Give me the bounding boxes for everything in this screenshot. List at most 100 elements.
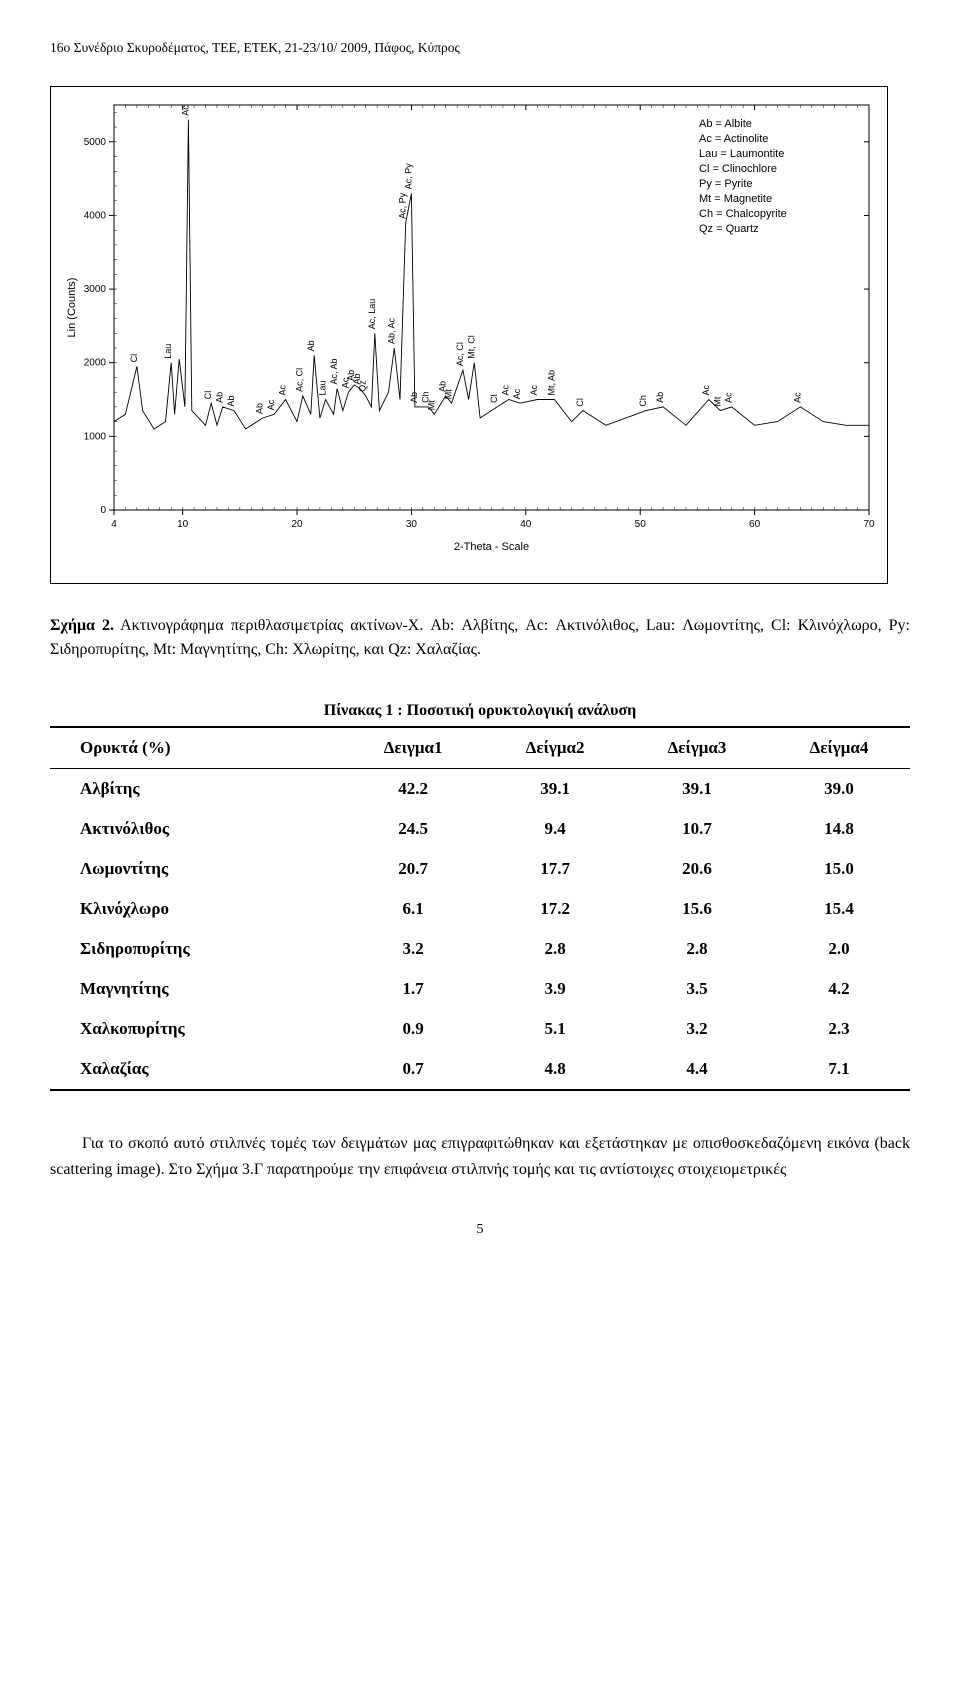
svg-text:Py = Pyrite: Py = Pyrite [699, 178, 753, 190]
svg-text:Cl: Cl [203, 391, 213, 400]
svg-text:4: 4 [111, 519, 117, 530]
svg-text:Ac, Cl: Ac, Cl [295, 368, 305, 392]
svg-text:Cl: Cl [129, 354, 139, 363]
table-cell: 3.5 [626, 969, 768, 1009]
table-cell: 2.3 [768, 1009, 910, 1049]
table-row: Χαλαζίας0.74.84.47.1 [50, 1049, 910, 1090]
table-cell: Λωμοντίτης [50, 849, 342, 889]
svg-text:Mt, Cl: Mt, Cl [466, 335, 476, 359]
svg-text:Ac: Ac [512, 388, 522, 399]
table-cell: 42.2 [342, 769, 484, 810]
svg-text:Ac, Cl: Ac, Cl [455, 342, 465, 366]
table-row: Αλβίτης42.239.139.139.0 [50, 769, 910, 810]
svg-text:Ab, Ac: Ab, Ac [386, 317, 396, 344]
table-row: Λωμοντίτης20.717.720.615.0 [50, 849, 910, 889]
svg-text:Ac: Ac [266, 399, 276, 410]
svg-text:Ac: Ac [792, 392, 802, 403]
svg-text:Ac, Py: Ac, Py [403, 163, 413, 190]
svg-text:Ab: Ab [655, 392, 665, 403]
table-cell: 24.5 [342, 809, 484, 849]
svg-text:50: 50 [635, 519, 647, 530]
table-cell: 15.6 [626, 889, 768, 929]
table-cell: 10.7 [626, 809, 768, 849]
svg-text:Lau: Lau [163, 344, 173, 359]
table-cell: 7.1 [768, 1049, 910, 1090]
table-cell: Χαλαζίας [50, 1049, 342, 1090]
svg-text:4000: 4000 [84, 210, 107, 221]
table-cell: Ακτινόλιθος [50, 809, 342, 849]
svg-text:Mt, Ab: Mt, Ab [546, 370, 556, 396]
svg-text:Ch = Chalcopyrite: Ch = Chalcopyrite [699, 208, 787, 220]
svg-text:Lau: Lau [318, 381, 328, 396]
table-cell: 3.2 [626, 1009, 768, 1049]
table-cell: Μαγνητίτης [50, 969, 342, 1009]
svg-text:Ac: Ac [278, 385, 288, 396]
table-cell: 9.4 [484, 809, 626, 849]
table-cell: 17.7 [484, 849, 626, 889]
table-cell: Χαλκοπυρίτης [50, 1009, 342, 1049]
svg-text:Cl = Clinochlore: Cl = Clinochlore [699, 163, 777, 175]
table-cell: 0.9 [342, 1009, 484, 1049]
svg-text:Ac, Lau: Ac, Lau [367, 299, 377, 330]
table-header: Ορυκτά (%) [50, 727, 342, 769]
table-cell: 4.4 [626, 1049, 768, 1090]
svg-text:Ac: Ac [529, 385, 539, 396]
table-header: Δείγμα3 [626, 727, 768, 769]
page-header: 16ο Συνέδριο Σκυροδέματος, ΤΕΕ, ΕΤΕΚ, 21… [50, 40, 910, 56]
svg-text:Ac: Ac [701, 385, 711, 396]
svg-text:5000: 5000 [84, 137, 107, 148]
table-row: Ακτινόλιθος24.59.410.714.8 [50, 809, 910, 849]
table-cell: 15.0 [768, 849, 910, 889]
mineral-table: Ορυκτά (%)Δειγμα1Δείγμα2Δείγμα3Δείγμα4 Α… [50, 726, 910, 1091]
svg-text:Ab: Ab [306, 340, 316, 351]
svg-text:Cl: Cl [575, 398, 585, 407]
table-cell: 2.8 [626, 929, 768, 969]
table-cell: 5.1 [484, 1009, 626, 1049]
table-cell: 2.0 [768, 929, 910, 969]
svg-text:Mt: Mt [443, 389, 453, 399]
svg-text:Mt: Mt [712, 396, 722, 406]
table-cell: Σιδηροπυρίτης [50, 929, 342, 969]
svg-text:Mt: Mt [426, 400, 436, 410]
table-header: Δείγμα2 [484, 727, 626, 769]
svg-text:Ab: Ab [409, 392, 419, 403]
svg-text:Qz = Quartz: Qz = Quartz [699, 223, 759, 235]
svg-text:Ac: Ac [501, 385, 511, 396]
table-cell: 0.7 [342, 1049, 484, 1090]
table-cell: 4.8 [484, 1049, 626, 1090]
table-cell: 39.1 [626, 769, 768, 810]
svg-text:Ac: Ac [180, 105, 190, 116]
svg-text:1000: 1000 [84, 431, 107, 442]
svg-text:Ac, Ab: Ac, Ab [329, 358, 339, 384]
table-cell: 20.7 [342, 849, 484, 889]
svg-text:Mt = Magnetite: Mt = Magnetite [699, 193, 772, 205]
svg-text:2000: 2000 [84, 358, 107, 369]
svg-text:Cl: Cl [489, 394, 499, 403]
table-cell: 39.1 [484, 769, 626, 810]
table-cell: Αλβίτης [50, 769, 342, 810]
svg-text:60: 60 [749, 519, 761, 530]
table-cell: 3.2 [342, 929, 484, 969]
svg-text:Ab = Albite: Ab = Albite [699, 118, 752, 130]
table-header: Δείγμα4 [768, 727, 910, 769]
svg-text:Ac: Ac [724, 392, 734, 403]
table-cell: 4.2 [768, 969, 910, 1009]
svg-text:10: 10 [177, 519, 189, 530]
chart-svg: 0100020003000400050004102030405060702-Th… [59, 95, 879, 565]
table-cell: 17.2 [484, 889, 626, 929]
table-row: Σιδηροπυρίτης3.22.82.82.0 [50, 929, 910, 969]
svg-text:3000: 3000 [84, 284, 107, 295]
svg-text:Ac, Py: Ac, Py [398, 192, 408, 219]
svg-text:70: 70 [863, 519, 875, 530]
figure-caption: Σχήμα 2. Ακτινογράφημα περιθλασιμετρίας … [50, 614, 910, 662]
caption-label: Σχήμα 2. [50, 617, 114, 634]
svg-text:2-Theta - Scale: 2-Theta - Scale [454, 541, 529, 553]
table-cell: Κλινόχλωρο [50, 889, 342, 929]
svg-text:Ab: Ab [226, 396, 236, 407]
svg-text:Ch: Ch [638, 395, 648, 407]
table-header: Δειγμα1 [342, 727, 484, 769]
xrd-chart: 0100020003000400050004102030405060702-Th… [50, 86, 888, 584]
caption-text: Ακτινογράφημα περιθλασιμετρίας ακτίνων-Χ… [50, 617, 910, 658]
table-cell: 20.6 [626, 849, 768, 889]
svg-text:Ab: Ab [215, 392, 225, 403]
